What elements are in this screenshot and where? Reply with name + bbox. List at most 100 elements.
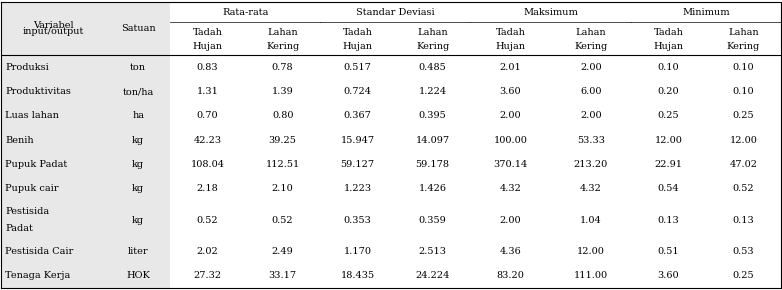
Text: 2.49: 2.49: [272, 247, 293, 256]
Text: 1.39: 1.39: [272, 87, 293, 96]
Text: Pupuk cair: Pupuk cair: [5, 184, 59, 193]
Text: 4.36: 4.36: [500, 247, 522, 256]
Text: 2.10: 2.10: [272, 184, 293, 193]
Text: Pestisida: Pestisida: [5, 207, 49, 216]
Text: 0.353: 0.353: [343, 216, 371, 225]
Text: 112.51: 112.51: [266, 160, 300, 169]
Text: 2.00: 2.00: [580, 111, 601, 120]
Text: 1.170: 1.170: [343, 247, 371, 256]
Text: Satuan: Satuan: [121, 24, 156, 33]
Text: 15.947: 15.947: [341, 136, 375, 145]
Text: 0.52: 0.52: [733, 184, 755, 193]
Text: 0.20: 0.20: [658, 87, 680, 96]
Text: Lahan: Lahan: [576, 28, 606, 37]
Text: Lahan: Lahan: [728, 28, 759, 37]
Text: 53.33: 53.33: [577, 136, 604, 145]
Text: 0.10: 0.10: [658, 63, 680, 72]
Text: Variabel: Variabel: [34, 21, 74, 30]
Text: Luas lahan: Luas lahan: [5, 111, 59, 120]
Text: 0.724: 0.724: [343, 87, 371, 96]
Text: 1.04: 1.04: [580, 216, 601, 225]
Text: 14.097: 14.097: [415, 136, 450, 145]
Text: 2.00: 2.00: [500, 111, 521, 120]
Text: 22.91: 22.91: [655, 160, 683, 169]
Text: 2.18: 2.18: [197, 184, 218, 193]
Text: kg: kg: [132, 216, 144, 225]
Text: 0.517: 0.517: [343, 63, 371, 72]
Text: 47.02: 47.02: [730, 160, 758, 169]
Text: 0.485: 0.485: [418, 63, 447, 72]
Text: 59.178: 59.178: [415, 160, 450, 169]
Text: Standar Deviasi: Standar Deviasi: [356, 8, 435, 17]
Text: 0.25: 0.25: [658, 111, 680, 120]
Text: 0.367: 0.367: [343, 111, 371, 120]
Text: 4.32: 4.32: [580, 184, 601, 193]
Text: Kering: Kering: [416, 41, 449, 50]
Text: Hujan: Hujan: [192, 41, 223, 50]
Text: 0.80: 0.80: [272, 111, 293, 120]
Text: Rata-rata: Rata-rata: [222, 8, 268, 17]
Text: 111.00: 111.00: [574, 271, 608, 280]
Text: 2.00: 2.00: [580, 63, 601, 72]
Text: 0.70: 0.70: [197, 111, 218, 120]
Text: 18.435: 18.435: [341, 271, 375, 280]
Text: 0.359: 0.359: [418, 216, 447, 225]
Text: 12.00: 12.00: [577, 247, 604, 256]
Text: Benih: Benih: [5, 136, 34, 145]
Text: 0.51: 0.51: [658, 247, 680, 256]
Text: ton/ha: ton/ha: [123, 87, 154, 96]
Text: 1.224: 1.224: [418, 87, 447, 96]
Text: ton: ton: [130, 63, 146, 72]
Text: kg: kg: [132, 184, 144, 193]
Text: kg: kg: [132, 136, 144, 145]
Text: 0.395: 0.395: [418, 111, 447, 120]
Text: Tenaga Kerja: Tenaga Kerja: [5, 271, 70, 280]
Text: 370.14: 370.14: [493, 160, 527, 169]
Text: 2.513: 2.513: [418, 247, 447, 256]
Text: 2.00: 2.00: [500, 216, 521, 225]
Text: 0.53: 0.53: [733, 247, 755, 256]
Text: 0.25: 0.25: [733, 111, 755, 120]
Text: 59.127: 59.127: [341, 160, 375, 169]
Text: Lahan: Lahan: [418, 28, 448, 37]
Text: 3.60: 3.60: [500, 87, 521, 96]
Text: 27.32: 27.32: [194, 271, 222, 280]
Text: 0.13: 0.13: [733, 216, 755, 225]
Text: Maksimum: Maksimum: [523, 8, 578, 17]
Text: 2.01: 2.01: [500, 63, 522, 72]
Text: 33.17: 33.17: [268, 271, 296, 280]
Text: 24.224: 24.224: [415, 271, 450, 280]
Text: 100.00: 100.00: [493, 136, 527, 145]
Text: Pupuk Padat: Pupuk Padat: [5, 160, 67, 169]
Text: liter: liter: [127, 247, 149, 256]
Text: 0.13: 0.13: [658, 216, 680, 225]
Text: 0.52: 0.52: [272, 216, 293, 225]
Text: 3.60: 3.60: [658, 271, 680, 280]
Text: Padat: Padat: [5, 224, 33, 233]
Text: 0.10: 0.10: [733, 63, 755, 72]
Text: 0.83: 0.83: [197, 63, 218, 72]
Text: 0.25: 0.25: [733, 271, 755, 280]
Text: 0.10: 0.10: [733, 87, 755, 96]
Text: Tadah: Tadah: [495, 28, 526, 37]
Text: Lahan: Lahan: [267, 28, 298, 37]
Text: Produktivitas: Produktivitas: [5, 87, 71, 96]
Text: 1.31: 1.31: [197, 87, 219, 96]
Text: Kering: Kering: [266, 41, 300, 50]
Text: HOK: HOK: [126, 271, 150, 280]
Text: Produksi: Produksi: [5, 63, 48, 72]
Text: Tadah: Tadah: [192, 28, 223, 37]
Text: Hujan: Hujan: [343, 41, 373, 50]
Text: Tadah: Tadah: [654, 28, 683, 37]
Text: input/output: input/output: [23, 27, 84, 36]
Text: 1.426: 1.426: [418, 184, 447, 193]
Text: 2.02: 2.02: [197, 247, 218, 256]
Text: 83.20: 83.20: [497, 271, 524, 280]
Text: 0.78: 0.78: [272, 63, 293, 72]
Text: Hujan: Hujan: [654, 41, 683, 50]
Text: 0.52: 0.52: [197, 216, 218, 225]
Text: 0.54: 0.54: [658, 184, 680, 193]
Text: 108.04: 108.04: [191, 160, 224, 169]
Text: Kering: Kering: [727, 41, 760, 50]
Text: Tadah: Tadah: [343, 28, 372, 37]
